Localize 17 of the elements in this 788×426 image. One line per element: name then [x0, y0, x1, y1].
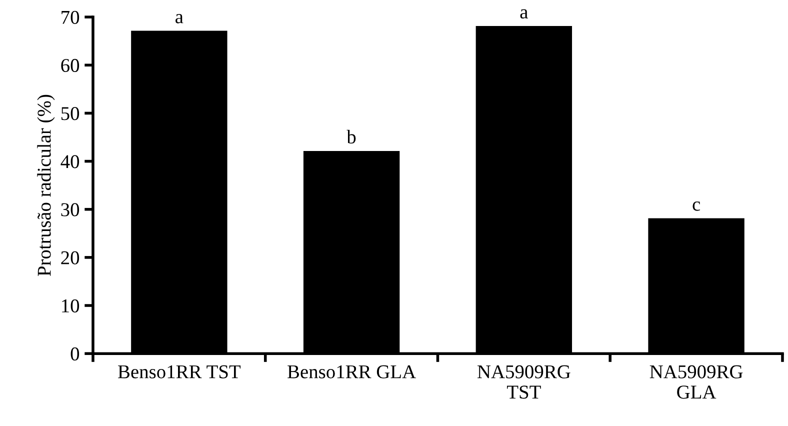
y-tick-label: 30 — [61, 203, 80, 216]
annotation: a — [520, 9, 528, 19]
annotation: c — [692, 201, 700, 211]
y-tick-label: 40 — [60, 155, 80, 168]
annotation: a — [176, 14, 184, 24]
y-tick-label: 10 — [62, 299, 80, 312]
x-tick-label: Benso1RR GLA — [288, 365, 416, 378]
y-axis-title: Protrusão radicular (%) — [37, 94, 55, 276]
x-tick-label: Benso1RR TST — [118, 365, 241, 378]
annotation: b — [346, 130, 356, 144]
y-tick-label: 60 — [61, 58, 80, 72]
y-tick-label: 50 — [61, 107, 80, 120]
x-tick-label: NA5909RG TST — [477, 365, 570, 399]
x-tick-label: NA5909RG GLA — [650, 365, 743, 399]
y-tick-label: 70 — [62, 10, 80, 24]
y-tick-label: 0 — [70, 347, 80, 361]
y-tick-label: 20 — [61, 251, 80, 264]
